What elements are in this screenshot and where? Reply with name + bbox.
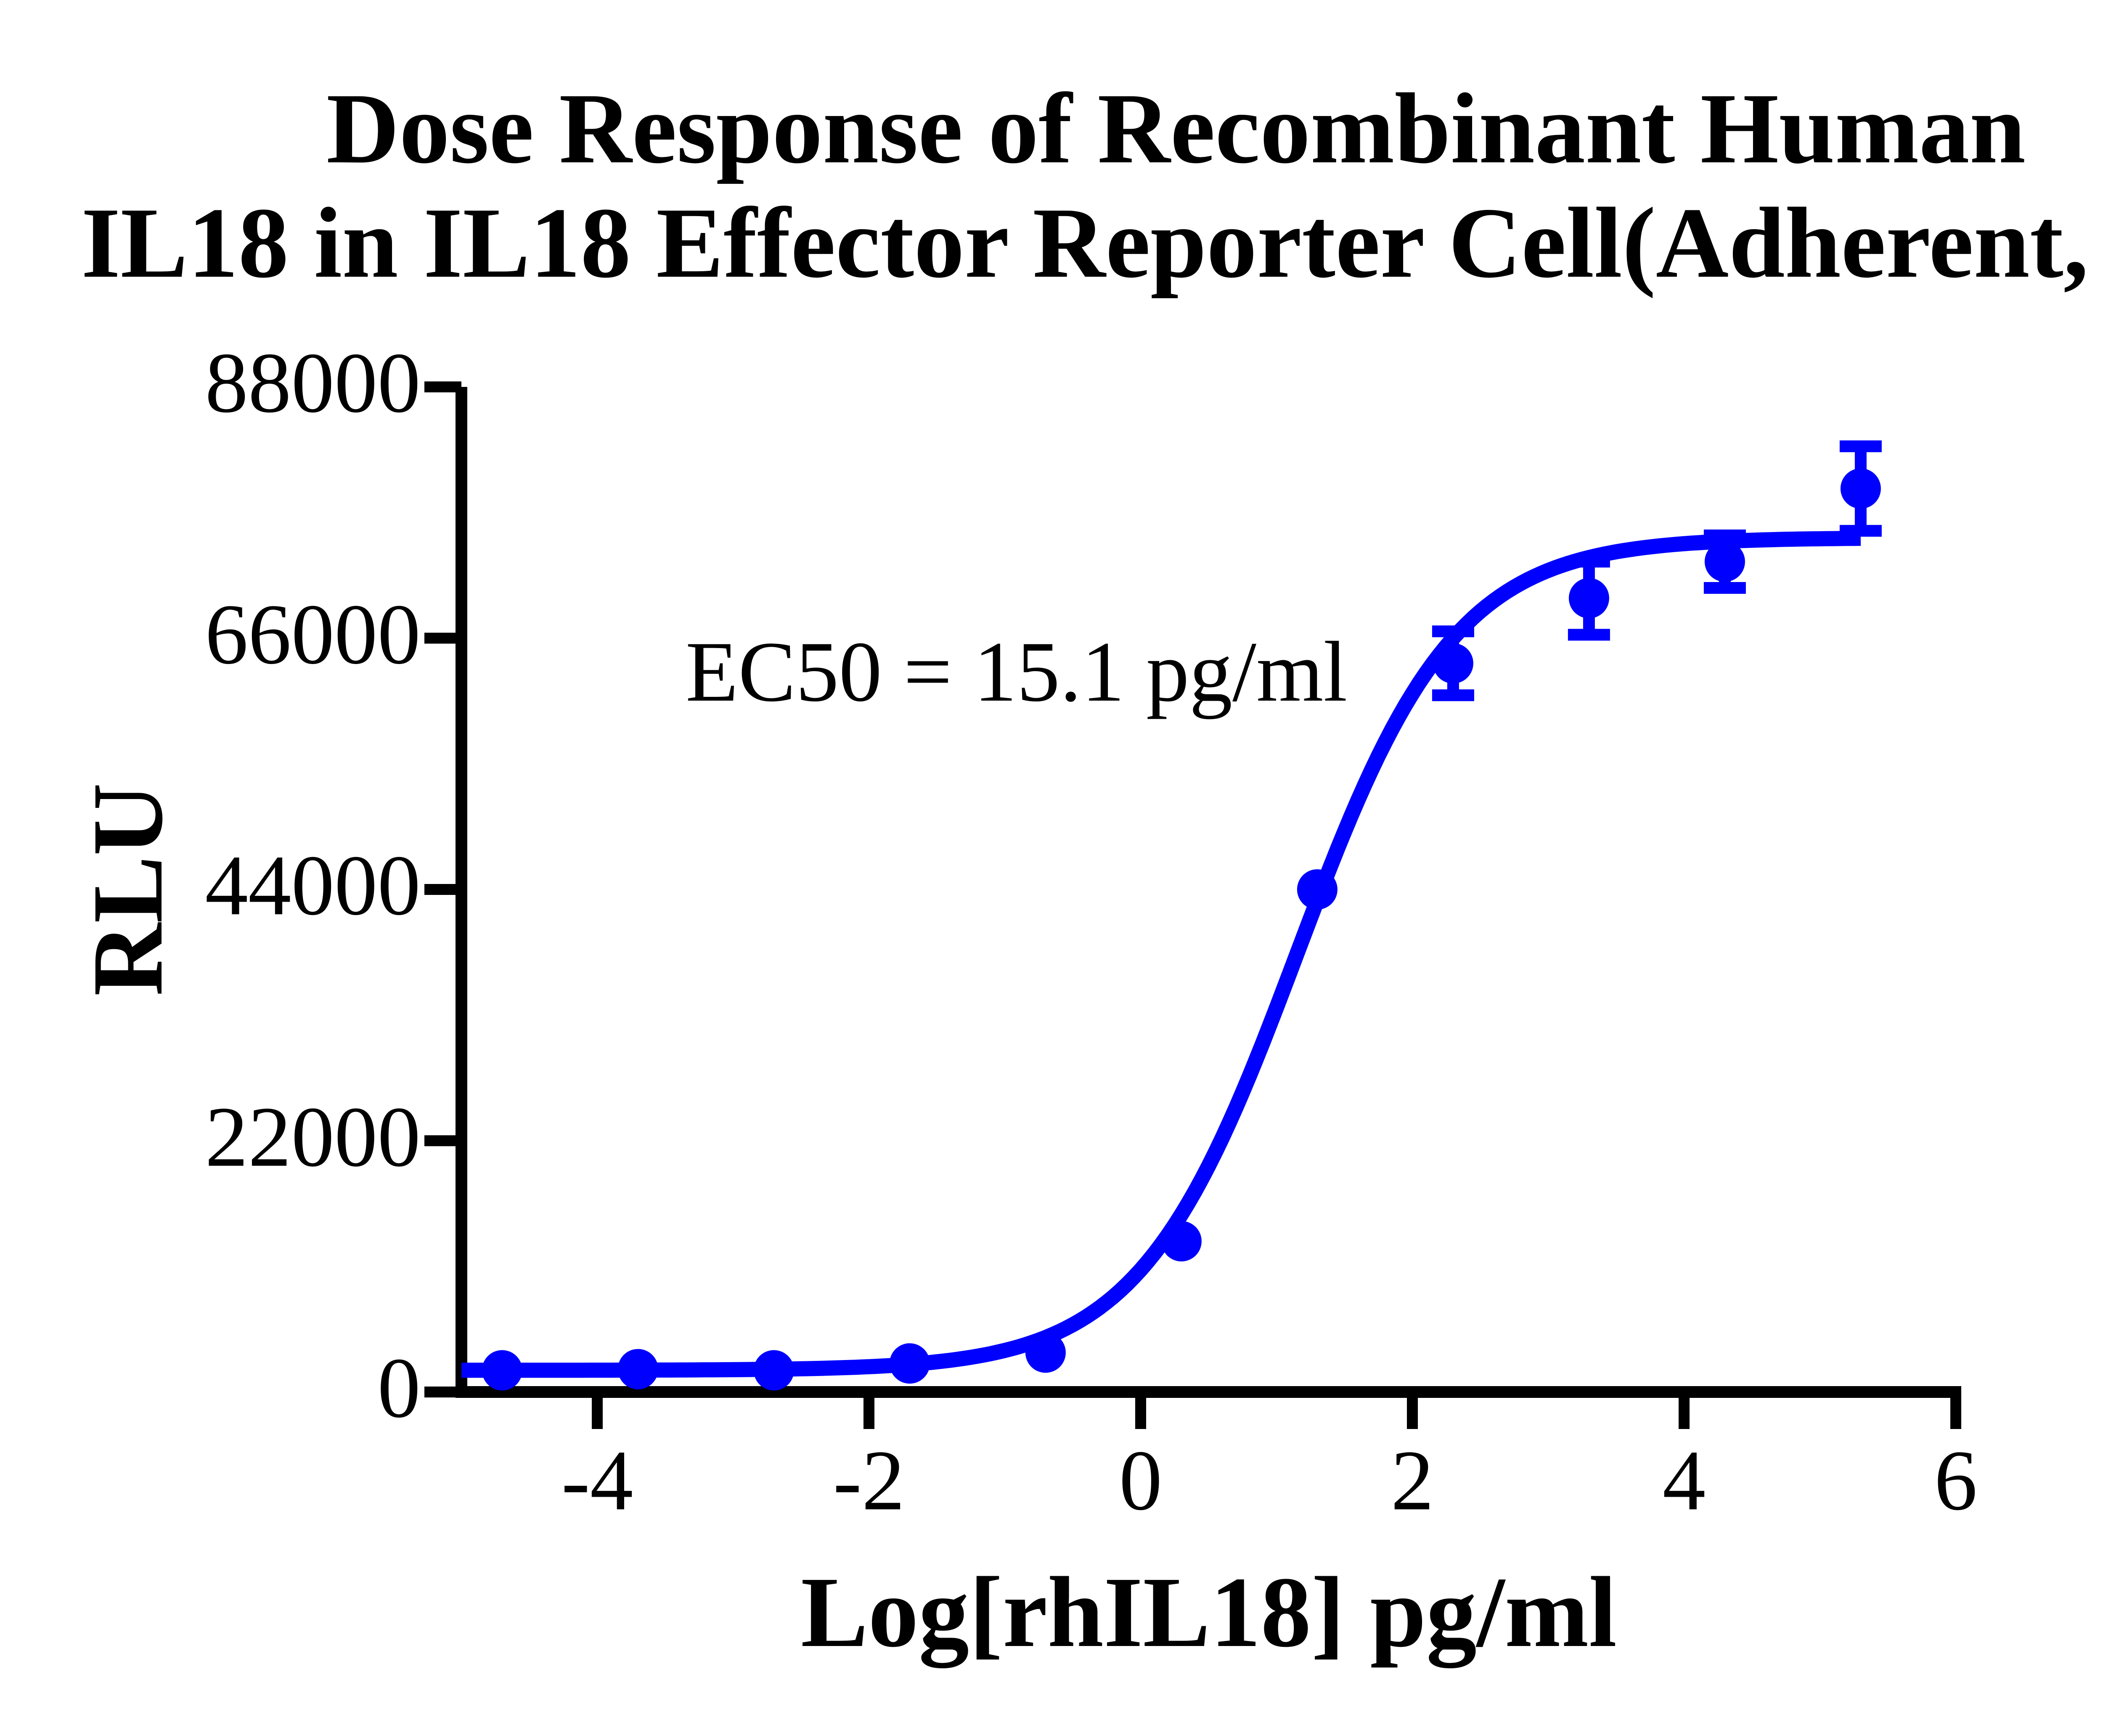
data-point-marker — [482, 1350, 522, 1391]
data-point-marker — [617, 1349, 658, 1389]
data-points — [482, 468, 1881, 1391]
data-point-marker — [1297, 869, 1338, 910]
data-point-marker — [1433, 643, 1473, 684]
data-point-marker — [1840, 468, 1881, 509]
data-point-marker — [1161, 1221, 1202, 1262]
x-axis-title: Log[rhIL18] pg/ml — [800, 1556, 1617, 1668]
y-tick-label: 66000 — [205, 586, 421, 682]
axes — [424, 381, 1961, 1429]
data-point-marker — [753, 1350, 794, 1391]
x-tick-label: -2 — [833, 1433, 905, 1528]
x-tick-label: 4 — [1662, 1433, 1706, 1528]
ec50-annotation: EC50 = 15.1 pg/ml — [686, 624, 1348, 720]
data-point-marker — [889, 1343, 930, 1384]
data-point-marker — [1025, 1332, 1066, 1373]
figure-title: Dose Response of Recombinant Human IL18 … — [0, 71, 2103, 300]
figure-title-line2: IL18 in IL18 Effector Reporter Cell(Adhe… — [81, 187, 2103, 299]
x-tick-label: 0 — [1119, 1433, 1163, 1528]
y-tick-label: 0 — [377, 1340, 421, 1436]
x-tick-label: 2 — [1391, 1433, 1434, 1528]
data-point-marker — [1568, 578, 1609, 619]
error-bars — [1432, 440, 1882, 701]
fit-curve — [461, 531, 1862, 1378]
fit-curve-line — [461, 531, 1862, 1378]
figure-title-line1: Dose Response of Recombinant Human — [326, 72, 2026, 184]
data-point-marker — [1704, 541, 1745, 582]
x-tick-label: 6 — [1934, 1433, 1978, 1528]
x-tick-label: -4 — [561, 1433, 633, 1528]
y-tick-label: 44000 — [205, 838, 421, 933]
y-tick-label: 88000 — [205, 335, 421, 431]
y-tick-label: 22000 — [205, 1089, 421, 1185]
